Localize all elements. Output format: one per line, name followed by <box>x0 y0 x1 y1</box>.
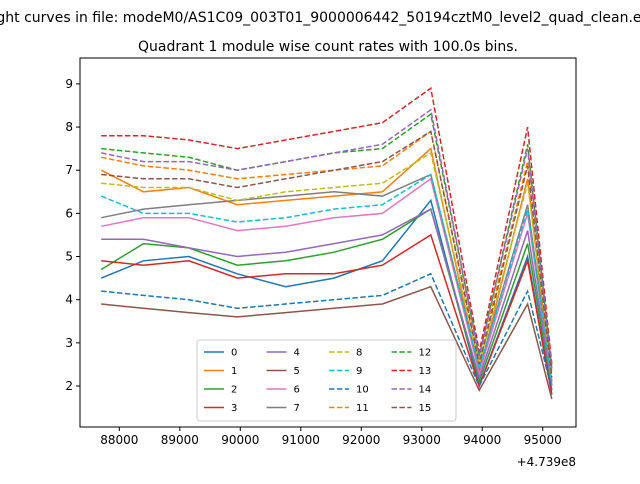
legend-label-3: 3 <box>231 403 237 414</box>
y-tick-label: 8 <box>65 120 73 134</box>
legend-label-1: 1 <box>231 366 237 377</box>
x-tick-label: 91000 <box>282 433 320 447</box>
series-line-10 <box>101 272 553 391</box>
x-offset-label: +4.739e8 <box>517 455 576 469</box>
chart-suptitle: Light curves in file: modeM0/AS1C09_003T… <box>0 10 640 26</box>
y-tick-label: 5 <box>65 250 73 264</box>
legend-label-12: 12 <box>419 348 432 359</box>
legend-label-0: 0 <box>231 348 237 359</box>
series-line-8 <box>101 151 553 378</box>
legend-label-6: 6 <box>294 385 300 396</box>
series-line-6 <box>101 177 553 382</box>
legend-label-10: 10 <box>356 385 369 396</box>
legend-label-2: 2 <box>231 385 237 396</box>
series-line-2 <box>100 207 553 391</box>
series-line-15 <box>101 130 553 378</box>
x-tick-label: 95000 <box>524 433 562 447</box>
series-line-5 <box>101 285 553 400</box>
legend-label-5: 5 <box>294 366 300 377</box>
x-tick-label: 92000 <box>342 433 380 447</box>
x-tick-label: 88000 <box>100 433 138 447</box>
x-tick-label: 94000 <box>463 433 501 447</box>
y-tick-label: 2 <box>65 379 73 393</box>
y-tick-label: 3 <box>65 336 73 350</box>
legend-label-7: 7 <box>294 403 300 414</box>
legend-label-8: 8 <box>356 348 362 359</box>
series-line-3 <box>101 233 553 395</box>
series-line-13 <box>101 86 553 365</box>
series-line-11 <box>101 130 553 374</box>
series-line-1 <box>100 147 553 387</box>
ticks-layer: 88000 89000 90000 91000 92000 93000 94000 95000… <box>65 77 561 447</box>
legend-label-11: 11 <box>356 403 369 414</box>
legend-label-14: 14 <box>419 385 432 396</box>
y-tick-label: 6 <box>65 206 73 220</box>
legend-label-9: 9 <box>356 366 362 377</box>
series-line-4 <box>101 208 553 387</box>
legend-label-13: 13 <box>419 366 432 377</box>
series-line-14 <box>101 108 553 369</box>
series-line-12 <box>101 112 553 369</box>
chart-title: Quadrant 1 module wise count rates with … <box>138 39 518 55</box>
legend-box <box>196 339 457 422</box>
legend-label-15: 15 <box>419 403 432 414</box>
axes-frame <box>79 57 577 428</box>
y-tick-label: 7 <box>65 163 73 177</box>
legend-label-4: 4 <box>294 348 300 359</box>
x-tick-label: 90000 <box>221 433 259 447</box>
y-tick-label: 4 <box>65 293 73 307</box>
y-tick-label: 9 <box>65 77 73 91</box>
x-tick-label: 93000 <box>403 433 441 447</box>
series-layer <box>100 86 553 400</box>
series-line-9 <box>100 173 553 382</box>
x-tick-label: 89000 <box>161 433 199 447</box>
